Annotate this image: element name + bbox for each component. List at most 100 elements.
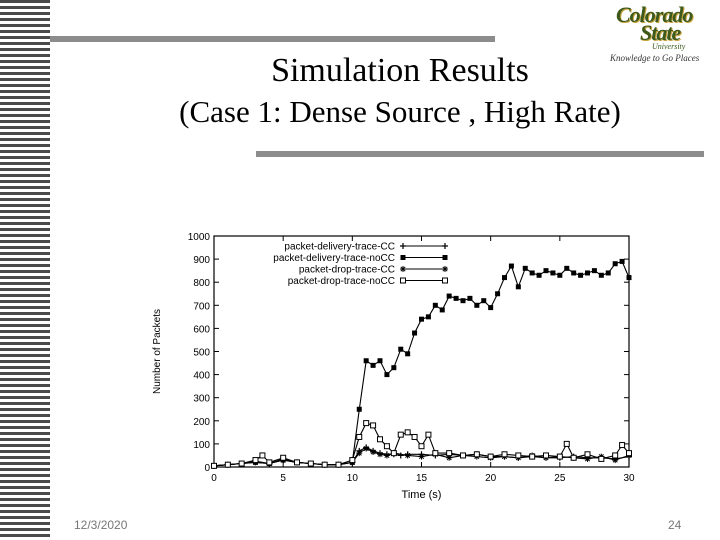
data-point <box>418 453 425 460</box>
y-tick-label: 700 <box>193 301 210 312</box>
x-tick-label: 25 <box>554 473 566 484</box>
data-point <box>495 291 501 297</box>
y-tick-label: 200 <box>193 417 210 428</box>
data-point <box>370 422 377 429</box>
x-tick-label: 15 <box>416 473 428 484</box>
data-point <box>259 452 266 459</box>
data-point <box>543 268 549 274</box>
data-point <box>626 450 632 457</box>
data-point <box>356 406 362 412</box>
data-point <box>377 451 383 458</box>
slide-date: 12/3/2020 <box>74 518 128 532</box>
data-point <box>487 453 494 460</box>
data-point <box>501 451 508 458</box>
data-point <box>598 455 605 462</box>
y-tick-label: 600 <box>193 324 210 335</box>
data-point <box>543 452 549 459</box>
data-point <box>211 462 217 469</box>
y-axis-label: Number of Packets <box>152 309 163 394</box>
slide-title: Simulation Results <box>271 52 529 89</box>
data-point <box>515 452 522 459</box>
data-point <box>252 457 259 464</box>
data-point <box>446 454 453 461</box>
data-point <box>598 272 604 278</box>
data-point <box>626 275 632 281</box>
data-point <box>605 270 611 276</box>
data-point <box>356 450 363 457</box>
series-packet-delivery-trace-noCC <box>211 258 632 469</box>
data-point <box>400 243 406 249</box>
logo-text-state: State <box>640 20 681 45</box>
data-point <box>522 265 528 271</box>
data-point <box>563 440 570 447</box>
data-point <box>390 450 397 457</box>
top-divider <box>50 36 495 42</box>
data-point <box>425 314 431 320</box>
data-point <box>397 452 404 459</box>
x-tick-label: 5 <box>280 473 286 484</box>
data-point <box>446 450 453 457</box>
data-point <box>377 358 383 364</box>
y-tick-label: 100 <box>193 440 210 451</box>
data-point <box>400 277 406 284</box>
legend-label: packet-delivery-trace-noCC <box>273 253 395 264</box>
data-point <box>419 316 424 322</box>
x-tick-label: 0 <box>211 473 217 484</box>
slide-subtitle: (Case 1: Dense Source , High Rate) <box>179 94 621 129</box>
data-point <box>453 295 459 301</box>
data-point <box>363 420 370 427</box>
data-point <box>619 442 626 449</box>
data-point <box>321 461 328 468</box>
series-packet-drop-trace-noCC <box>211 420 632 469</box>
axis-ticks: 0 100 200 300 400 500 600 700 800 900 1000 0 5 10 15 20… <box>188 232 635 484</box>
legend-label: packet-delivery-trace-CC <box>284 242 395 253</box>
logo-tagline: Knowledge to Go Places <box>610 53 700 63</box>
data-point <box>418 443 425 450</box>
data-point <box>370 362 376 368</box>
data-point <box>460 452 466 459</box>
data-point <box>612 452 619 459</box>
decorative-stripe-bar <box>0 0 50 540</box>
x-tick-label: 30 <box>623 473 635 484</box>
data-point <box>383 452 390 459</box>
data-point <box>439 307 445 313</box>
data-point <box>585 270 590 276</box>
data-point <box>356 433 363 440</box>
logo-text-colorado: Colorado <box>616 2 693 27</box>
data-point <box>280 454 287 461</box>
data-point <box>432 302 438 308</box>
data-point <box>266 459 273 466</box>
data-point <box>488 305 494 311</box>
series-line <box>213 260 630 467</box>
data-point <box>508 263 514 269</box>
data-point <box>446 293 452 299</box>
data-point <box>442 255 448 260</box>
legend-label: packet-drop-trace-CC <box>299 265 395 276</box>
data-point <box>550 270 556 276</box>
data-point <box>474 302 480 308</box>
data-point <box>377 436 383 443</box>
data-point <box>363 358 369 364</box>
data-point <box>404 452 411 459</box>
data-point <box>391 365 397 371</box>
x-tick-label: 10 <box>347 473 359 484</box>
data-point <box>502 275 507 281</box>
data-point <box>349 457 356 464</box>
data-point <box>400 255 406 260</box>
data-point <box>370 448 377 455</box>
data-point <box>294 459 300 466</box>
y-tick-label: 800 <box>193 278 210 289</box>
data-point <box>383 443 390 450</box>
data-point <box>335 461 342 468</box>
data-point <box>529 270 535 276</box>
data-point <box>619 258 625 264</box>
data-point <box>473 451 480 458</box>
series-group <box>211 258 632 469</box>
data-point <box>460 298 466 304</box>
data-point <box>584 451 591 458</box>
y-tick-label: 300 <box>193 394 210 405</box>
logo-text-university: University <box>652 42 686 51</box>
data-point <box>584 455 591 462</box>
data-point <box>571 270 577 276</box>
